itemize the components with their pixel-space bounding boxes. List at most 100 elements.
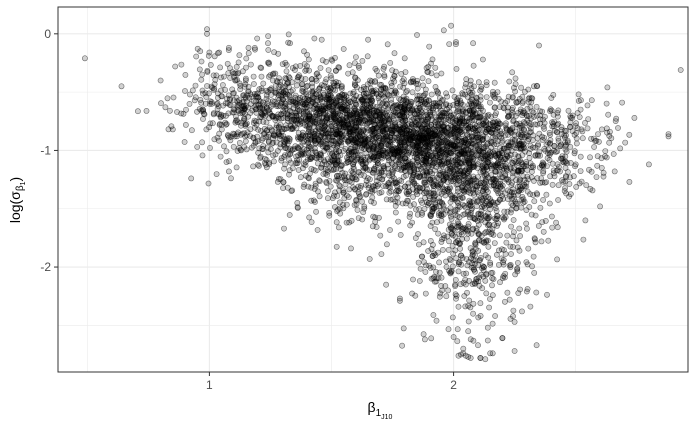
- scatter-point: [476, 274, 482, 281]
- scatter-point: [626, 131, 633, 138]
- scatter-point: [255, 161, 261, 168]
- scatter-point: [546, 129, 553, 136]
- scatter-point: [204, 69, 211, 75]
- scatter-point: [545, 237, 552, 244]
- scatter-point: [584, 102, 591, 109]
- scatter-point: [508, 195, 515, 202]
- scatter-point: [318, 138, 324, 145]
- scatter-point: [164, 95, 171, 102]
- scatter-point: [282, 122, 289, 129]
- scatter-point: [417, 113, 424, 120]
- scatter-point: [230, 70, 237, 77]
- scatter-point: [214, 100, 221, 107]
- scatter-point: [265, 133, 272, 140]
- scatter-point: [498, 130, 505, 137]
- scatter-point: [317, 94, 324, 101]
- scatter-point: [496, 232, 503, 239]
- scatter-point: [218, 111, 225, 118]
- scatter-point: [536, 42, 542, 49]
- scatter-point: [333, 165, 339, 172]
- scatter-point: [216, 49, 223, 56]
- scatter-point: [443, 174, 450, 181]
- scatter-point: [336, 172, 342, 179]
- scatter-point: [286, 212, 293, 218]
- scatter-point: [403, 98, 410, 105]
- scatter-point: [221, 143, 227, 150]
- scatter-point: [319, 57, 326, 64]
- scatter-point: [453, 295, 459, 302]
- scatter-point: [559, 153, 566, 159]
- scatter-point: [324, 95, 331, 102]
- scatter-point: [494, 89, 501, 95]
- scatter-point: [480, 133, 487, 140]
- scatter-point: [330, 108, 336, 115]
- scatter-point: [447, 191, 454, 198]
- scatter-point: [282, 106, 289, 112]
- scatter-point: [199, 139, 205, 146]
- scatter-point: [528, 211, 535, 218]
- scatter-point: [387, 227, 393, 233]
- scatter-point: [325, 67, 332, 73]
- scatter-point: [297, 94, 303, 101]
- scatter-point: [245, 44, 252, 51]
- scatter-point: [460, 350, 467, 357]
- scatter-point: [440, 27, 447, 34]
- scatter-point: [403, 89, 409, 95]
- scatter-point: [401, 80, 408, 87]
- scatter-point: [351, 153, 357, 160]
- scatter-point: [384, 41, 391, 48]
- scatter-point: [467, 255, 474, 262]
- scatter-point: [454, 185, 461, 192]
- scatter-point: [336, 182, 343, 189]
- scatter-point: [397, 96, 404, 103]
- scatter-point: [342, 181, 349, 188]
- scatter-point: [461, 159, 468, 166]
- scatter-point: [316, 106, 323, 113]
- scatter-point: [410, 276, 416, 283]
- scatter-point: [389, 147, 396, 154]
- scatter-point: [223, 159, 230, 165]
- scatter-point: [436, 189, 443, 196]
- scatter-point: [385, 183, 392, 190]
- scatter-point: [376, 114, 383, 121]
- scatter-point: [570, 173, 577, 180]
- scatter-point: [157, 77, 164, 84]
- scatter-point: [328, 156, 335, 163]
- scatter-point: [258, 65, 265, 71]
- scatter-point: [210, 72, 217, 79]
- scatter-point: [414, 211, 421, 218]
- scatter-point: [309, 80, 316, 87]
- scatter-point: [474, 137, 481, 144]
- scatter-point: [430, 205, 437, 212]
- scatter-point: [503, 144, 510, 151]
- scatter-point: [272, 151, 279, 158]
- scatter-point: [510, 217, 517, 223]
- scatter-point: [305, 174, 312, 181]
- scatter-point: [499, 214, 506, 221]
- scatter-point: [314, 70, 321, 77]
- scatter-point: [263, 92, 270, 99]
- scatter-point: [223, 121, 230, 127]
- scatter-point: [386, 172, 393, 179]
- scatter-point: [414, 154, 421, 161]
- scatter-point: [416, 124, 422, 131]
- scatter-point: [358, 115, 364, 121]
- scatter-point: [447, 167, 454, 174]
- scatter-point: [513, 204, 520, 211]
- scatter-point: [311, 123, 317, 130]
- scatter-point: [373, 103, 380, 110]
- scatter-point: [508, 147, 515, 154]
- scatter-point: [302, 76, 309, 82]
- scatter-point: [373, 157, 380, 164]
- scatter-point: [213, 171, 220, 177]
- scatter-point: [439, 246, 446, 253]
- scatter-point: [288, 118, 295, 125]
- scatter-point: [553, 219, 559, 226]
- scatter-point: [240, 92, 247, 99]
- scatter-point: [193, 53, 200, 60]
- scatter-point: [335, 64, 342, 71]
- scatter-point: [525, 86, 532, 93]
- scatter-point: [218, 121, 225, 128]
- scatter-point: [199, 152, 206, 159]
- scatter-point: [277, 82, 284, 89]
